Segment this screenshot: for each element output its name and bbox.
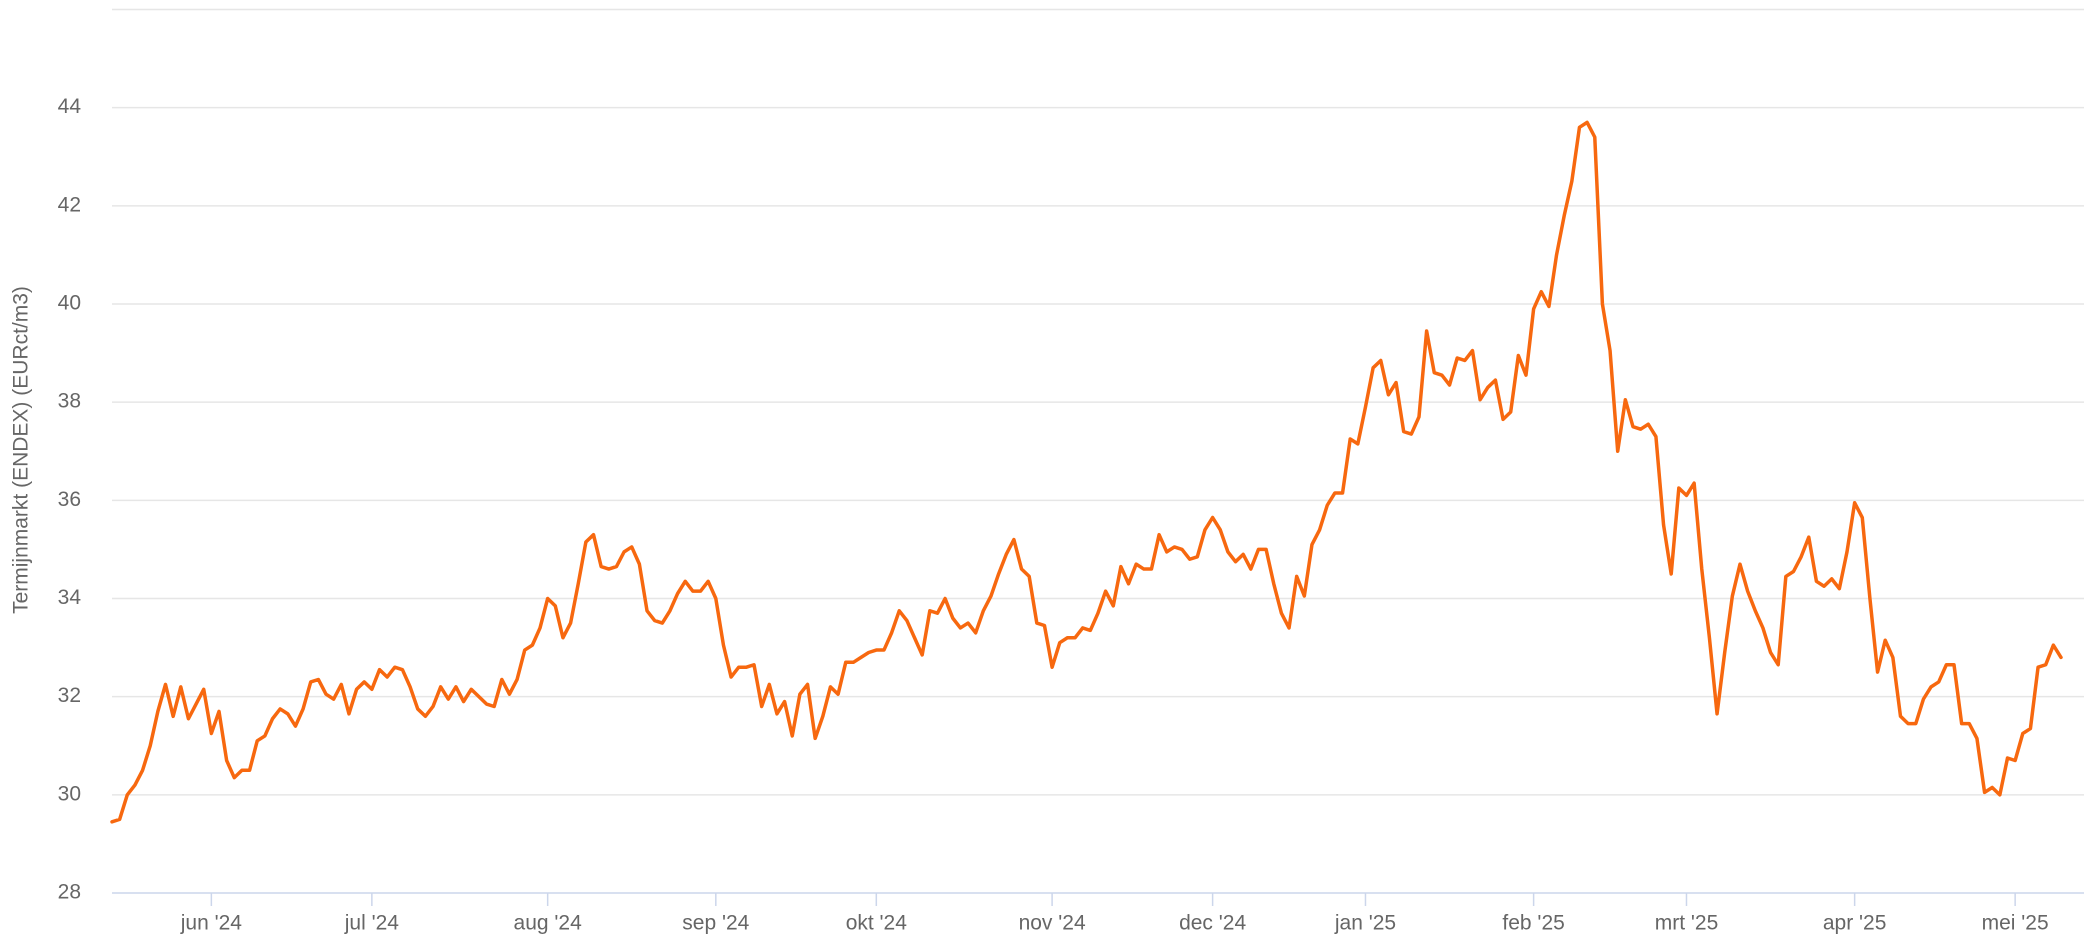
x-tick-label: okt '24 <box>846 912 908 935</box>
x-tick-label: mrt '25 <box>1655 912 1719 935</box>
y-tick-label: 28 <box>58 881 81 904</box>
y-axis-title: Termijnmarkt (ENDEX) (EURct/m3) <box>10 286 33 614</box>
x-tick-label: mei '25 <box>1982 912 2049 935</box>
y-tick-label: 34 <box>58 586 82 609</box>
x-tick-label: jan '25 <box>1334 912 1396 935</box>
x-tick-label: aug '24 <box>514 912 583 935</box>
price-line <box>110 120 2063 824</box>
x-tick-label: nov '24 <box>1019 912 1086 935</box>
y-tick-label: 32 <box>58 684 81 707</box>
y-tick-label: 36 <box>58 488 81 511</box>
y-tick-label: 38 <box>58 390 81 413</box>
y-tick-label: 40 <box>58 292 81 315</box>
x-tick-label: sep '24 <box>682 912 749 935</box>
y-tick-label: 42 <box>58 193 81 216</box>
y-tick-label: 44 <box>58 95 82 118</box>
x-tick-label: jul '24 <box>344 912 400 935</box>
x-tick-label: apr '25 <box>1823 912 1887 935</box>
x-tick-label: jun '24 <box>180 912 243 935</box>
x-tick-label: dec '24 <box>1179 912 1246 935</box>
x-tick-label: feb '25 <box>1502 912 1564 935</box>
y-tick-label: 30 <box>58 782 81 805</box>
